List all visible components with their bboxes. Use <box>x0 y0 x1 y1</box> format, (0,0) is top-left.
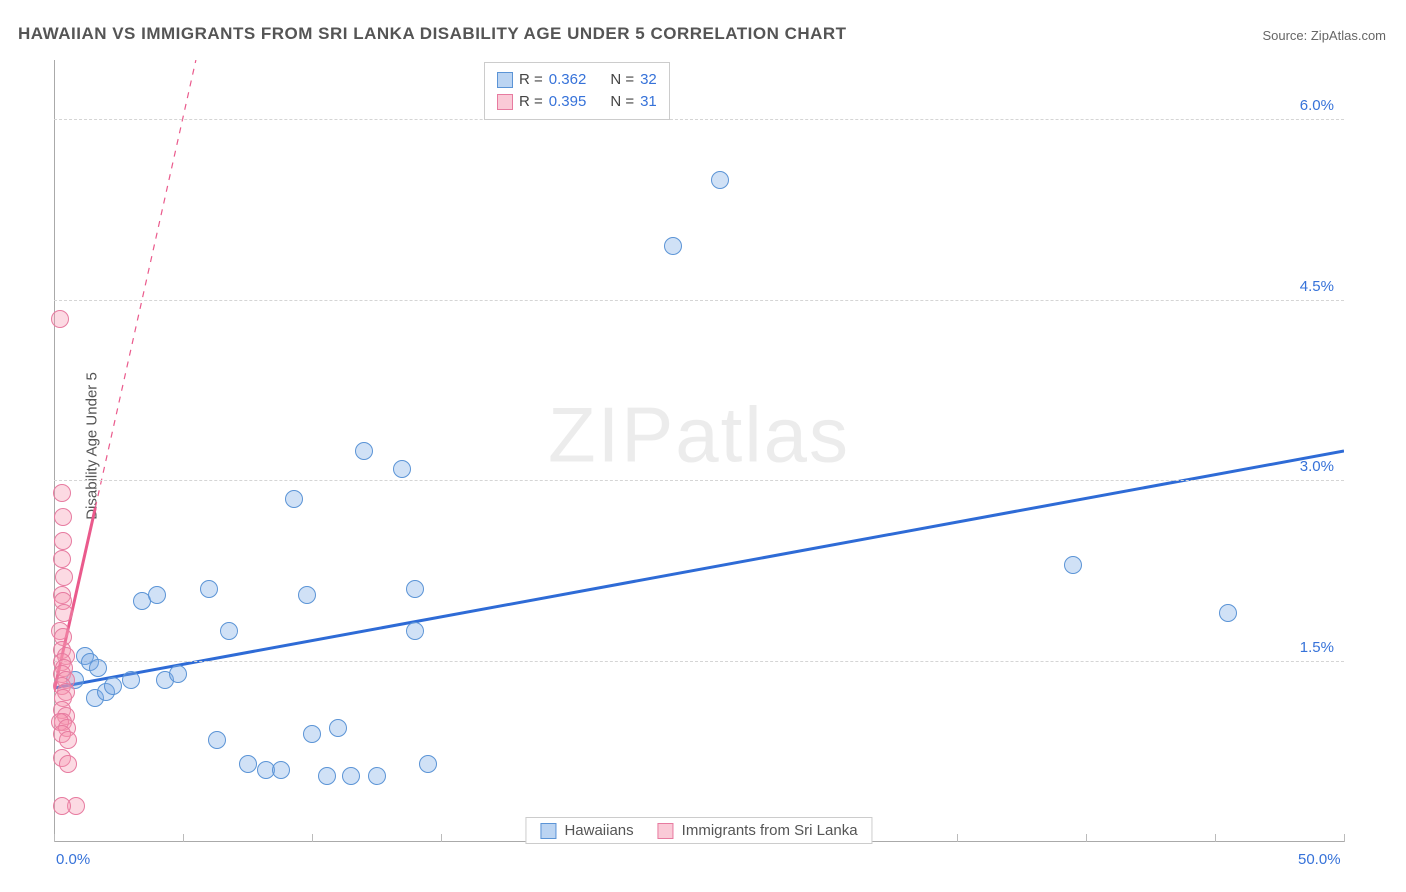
legend-swatch <box>497 94 513 110</box>
source-label: Source: ZipAtlas.com <box>1262 28 1386 43</box>
watermark-bold: ZIP <box>548 391 675 479</box>
data-point <box>148 586 166 604</box>
series-legend: Hawaiians Immigrants from Sri Lanka <box>525 817 872 844</box>
data-point <box>406 622 424 640</box>
data-point <box>200 580 218 598</box>
r-value: 0.362 <box>549 69 587 91</box>
legend-swatch <box>658 823 674 839</box>
data-point <box>303 725 321 743</box>
n-value: 32 <box>640 69 657 91</box>
data-point <box>711 171 729 189</box>
data-point <box>318 767 336 785</box>
legend-item: Immigrants from Sri Lanka <box>658 822 858 839</box>
watermark: ZIPatlas <box>548 390 850 481</box>
trend-solid <box>54 451 1344 688</box>
n-value: 31 <box>640 91 657 113</box>
legend-label: Hawaiians <box>564 822 633 839</box>
data-point <box>1064 556 1082 574</box>
data-point <box>53 797 71 815</box>
x-tick <box>312 834 313 842</box>
data-point <box>239 755 257 773</box>
data-point <box>355 442 373 460</box>
data-point <box>53 550 71 568</box>
x-tick <box>441 834 442 842</box>
data-point <box>329 719 347 737</box>
data-point <box>59 755 77 773</box>
data-point <box>54 508 72 526</box>
x-tick-label: 0.0% <box>56 851 90 868</box>
x-tick <box>183 834 184 842</box>
n-label: N = <box>610 91 634 113</box>
data-point <box>55 604 73 622</box>
data-point <box>208 731 226 749</box>
legend-swatch <box>540 823 556 839</box>
data-point <box>169 665 187 683</box>
y-tick-label: 3.0% <box>1300 458 1334 475</box>
data-point <box>104 677 122 695</box>
gridline-h <box>54 300 1344 301</box>
data-point <box>51 310 69 328</box>
data-point <box>285 490 303 508</box>
stat-legend: R = 0.362 N = 32 R = 0.395 N = 31 <box>484 62 670 120</box>
data-point <box>419 755 437 773</box>
data-point <box>59 731 77 749</box>
watermark-thin: atlas <box>675 391 850 479</box>
gridline-h <box>54 661 1344 662</box>
x-tick <box>1086 834 1087 842</box>
data-point <box>406 580 424 598</box>
data-point <box>272 761 290 779</box>
r-label: R = <box>519 91 543 113</box>
y-tick-label: 1.5% <box>1300 639 1334 656</box>
x-tick-label: 50.0% <box>1298 851 1341 868</box>
data-point <box>1219 604 1237 622</box>
data-point <box>664 237 682 255</box>
data-point <box>393 460 411 478</box>
data-point <box>298 586 316 604</box>
data-point <box>54 532 72 550</box>
data-point <box>89 659 107 677</box>
chart-title: HAWAIIAN VS IMMIGRANTS FROM SRI LANKA DI… <box>18 24 847 44</box>
y-tick-label: 4.5% <box>1300 278 1334 295</box>
x-tick <box>1215 834 1216 842</box>
legend-item: Hawaiians <box>540 822 633 839</box>
y-tick-label: 6.0% <box>1300 97 1334 114</box>
trend-lines <box>54 60 1344 842</box>
r-value: 0.395 <box>549 91 587 113</box>
data-point <box>55 568 73 586</box>
data-point <box>342 767 360 785</box>
x-tick <box>1344 834 1345 842</box>
plot-area: ZIPatlas 1.5%3.0%4.5%6.0%0.0%50.0%R =0.3… <box>54 60 1344 842</box>
x-tick <box>54 834 55 842</box>
legend-swatch <box>497 72 513 88</box>
data-point <box>220 622 238 640</box>
legend-label: Immigrants from Sri Lanka <box>682 822 858 839</box>
data-point <box>53 484 71 502</box>
n-label: N = <box>610 69 634 91</box>
data-point <box>122 671 140 689</box>
stat-legend-row: R = 0.362 N = 32 <box>497 69 657 91</box>
r-label: R = <box>519 69 543 91</box>
gridline-h <box>54 119 1344 120</box>
trend-dashed <box>95 60 196 508</box>
data-point <box>368 767 386 785</box>
stat-legend-row: R = 0.395 N = 31 <box>497 91 657 113</box>
x-tick <box>957 834 958 842</box>
gridline-h <box>54 480 1344 481</box>
